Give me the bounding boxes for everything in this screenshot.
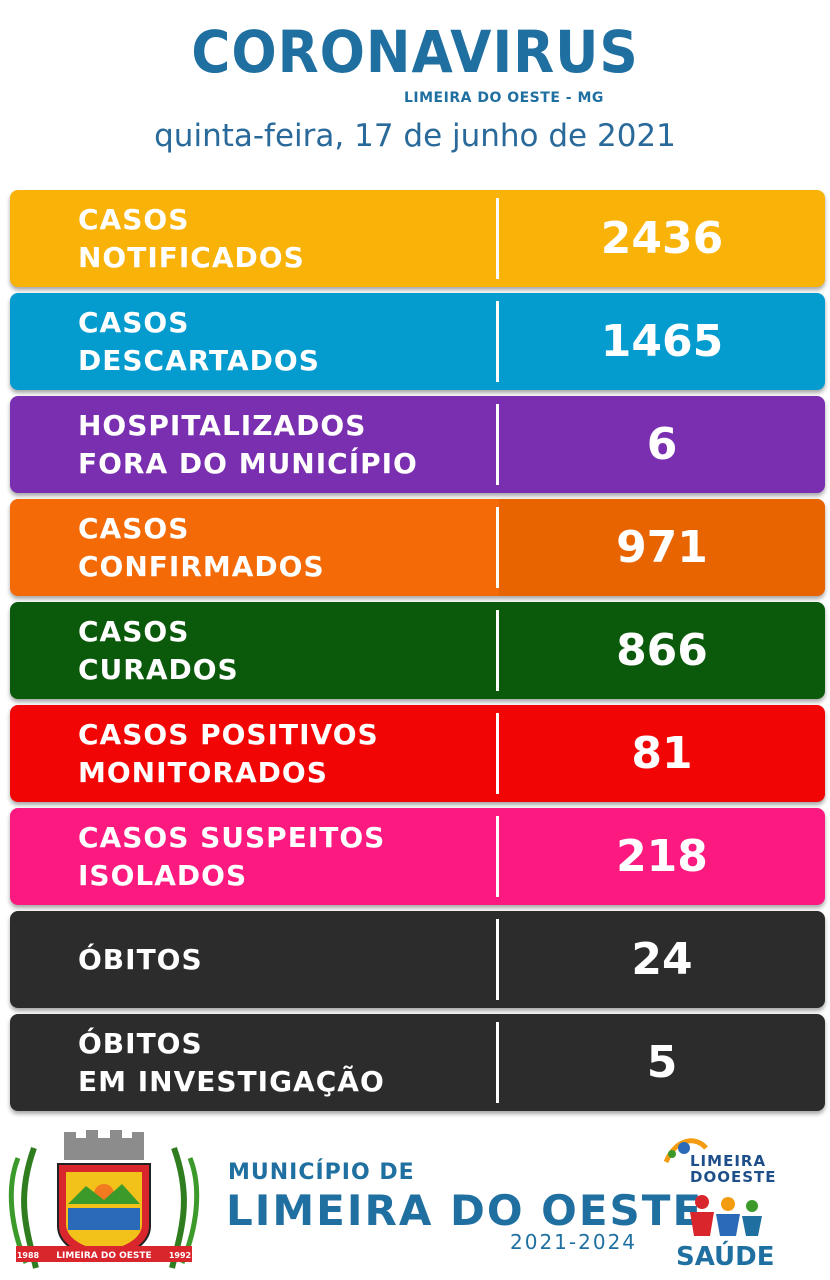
stat-label: CASOS CONFIRMADOS	[78, 499, 498, 596]
stat-label-line1: CASOS POSITIVOS	[78, 717, 379, 751]
stat-label: CASOS POSITIVOS MONITORADOS	[78, 705, 498, 802]
crest-banner-text: LIMEIRA DO OESTE	[56, 1251, 151, 1261]
stat-value: 1465	[600, 316, 724, 367]
divider	[496, 816, 499, 897]
stat-label: CASOS DESCARTADOS	[78, 293, 498, 390]
divider	[496, 507, 499, 588]
stat-label-line1: CASOS	[78, 511, 190, 545]
stat-row-obitos: ÓBITOS 24	[10, 911, 825, 1008]
stat-label-line2: CURADOS	[78, 652, 239, 686]
stat-value: 866	[616, 625, 708, 676]
divider	[496, 1022, 499, 1103]
stat-value: 2436	[600, 213, 724, 264]
stat-value: 218	[616, 831, 708, 882]
municipal-crest-icon: LIMEIRA DO OESTE 1988 1992	[8, 1130, 200, 1269]
stat-row-obitos-investigacao: ÓBITOS EM INVESTIGAÇÃO 5	[10, 1014, 825, 1111]
divider	[496, 301, 499, 382]
limeira-logo-line1: LIMEIRA	[690, 1152, 767, 1170]
stat-label-line1: HOSPITALIZADOS	[78, 408, 367, 442]
stat-label-line2: NOTIFICADOS	[78, 240, 305, 274]
limeira-logo-line2: DOOESTE	[690, 1168, 777, 1186]
stat-label: ÓBITOS EM INVESTIGAÇÃO	[78, 1014, 498, 1111]
stat-label-line2: EM INVESTIGAÇÃO	[78, 1064, 385, 1098]
saude-label: SAÚDE	[676, 1242, 775, 1272]
crest-year-right: 1992	[169, 1251, 191, 1260]
footer: LIMEIRA DO OESTE 1988 1992 MUNICÍPIO DE …	[0, 1120, 830, 1280]
stat-label-line2: ÓBITOS	[78, 942, 203, 976]
page-title: CORONAVIRUS	[191, 18, 639, 86]
stat-label-line2: ISOLADOS	[78, 858, 248, 892]
stat-row-confirmados: CASOS CONFIRMADOS 971	[10, 499, 825, 596]
municipio-name: LIMEIRA DO OESTE	[226, 1186, 704, 1235]
divider	[496, 198, 499, 279]
page-subtitle: LIMEIRA DO OESTE - MG	[404, 90, 604, 106]
stat-row-monitorados: CASOS POSITIVOS MONITORADOS 81	[10, 705, 825, 802]
stat-label: CASOS SUSPEITOS ISOLADOS	[78, 808, 498, 905]
divider	[496, 610, 499, 691]
stat-row-suspeitos: CASOS SUSPEITOS ISOLADOS 218	[10, 808, 825, 905]
divider	[496, 404, 499, 485]
stat-label-line2: FORA DO MUNICÍPIO	[78, 446, 418, 480]
stat-label-line1: ÓBITOS	[78, 1026, 203, 1060]
health-people-icon	[690, 1195, 762, 1236]
stat-row-descartados: CASOS DESCARTADOS 1465	[10, 293, 825, 390]
stat-label-line2: DESCARTADOS	[78, 343, 320, 377]
stat-row-curados: CASOS CURADOS 866	[10, 602, 825, 699]
sun-people-icon	[663, 1138, 708, 1164]
stat-row-notificados: CASOS NOTIFICADOS 2436	[10, 190, 825, 287]
crest-year-left: 1988	[17, 1251, 40, 1260]
stat-label-line1: CASOS SUSPEITOS	[78, 820, 386, 854]
report-date: quinta-feira, 17 de junho de 2021	[154, 118, 676, 154]
saude-logo: SAÚDE	[662, 1192, 807, 1274]
stat-value: 5	[646, 1037, 678, 1088]
municipio-label: MUNICÍPIO DE	[228, 1160, 415, 1185]
stat-label: ÓBITOS	[78, 911, 498, 1008]
stat-label-line1: CASOS	[78, 305, 190, 339]
stat-value: 81	[631, 728, 693, 779]
stat-value: 6	[646, 419, 678, 470]
stat-label: CASOS NOTIFICADOS	[78, 190, 498, 287]
stat-label-line1: CASOS	[78, 202, 190, 236]
stat-label: HOSPITALIZADOS FORA DO MUNICÍPIO	[78, 396, 498, 493]
stat-label-line2: CONFIRMADOS	[78, 549, 325, 583]
stat-label: CASOS CURADOS	[78, 602, 498, 699]
stat-value: 24	[631, 934, 693, 985]
stat-value: 971	[499, 499, 825, 596]
divider	[496, 919, 499, 1000]
administration-years: 2021-2024	[510, 1230, 638, 1254]
stats-list: CASOS NOTIFICADOS 2436 CASOS DESCARTADOS…	[10, 190, 825, 1117]
stat-label-line2: MONITORADOS	[78, 755, 328, 789]
limeira-logo: LIMEIRA DOOESTE	[662, 1128, 807, 1190]
stat-row-hospitalizados: HOSPITALIZADOS FORA DO MUNICÍPIO 6	[10, 396, 825, 493]
divider	[496, 713, 499, 794]
header: CORONAVIRUS LIMEIRA DO OESTE - MG quinta…	[0, 0, 830, 180]
stat-label-line1: CASOS	[78, 614, 190, 648]
